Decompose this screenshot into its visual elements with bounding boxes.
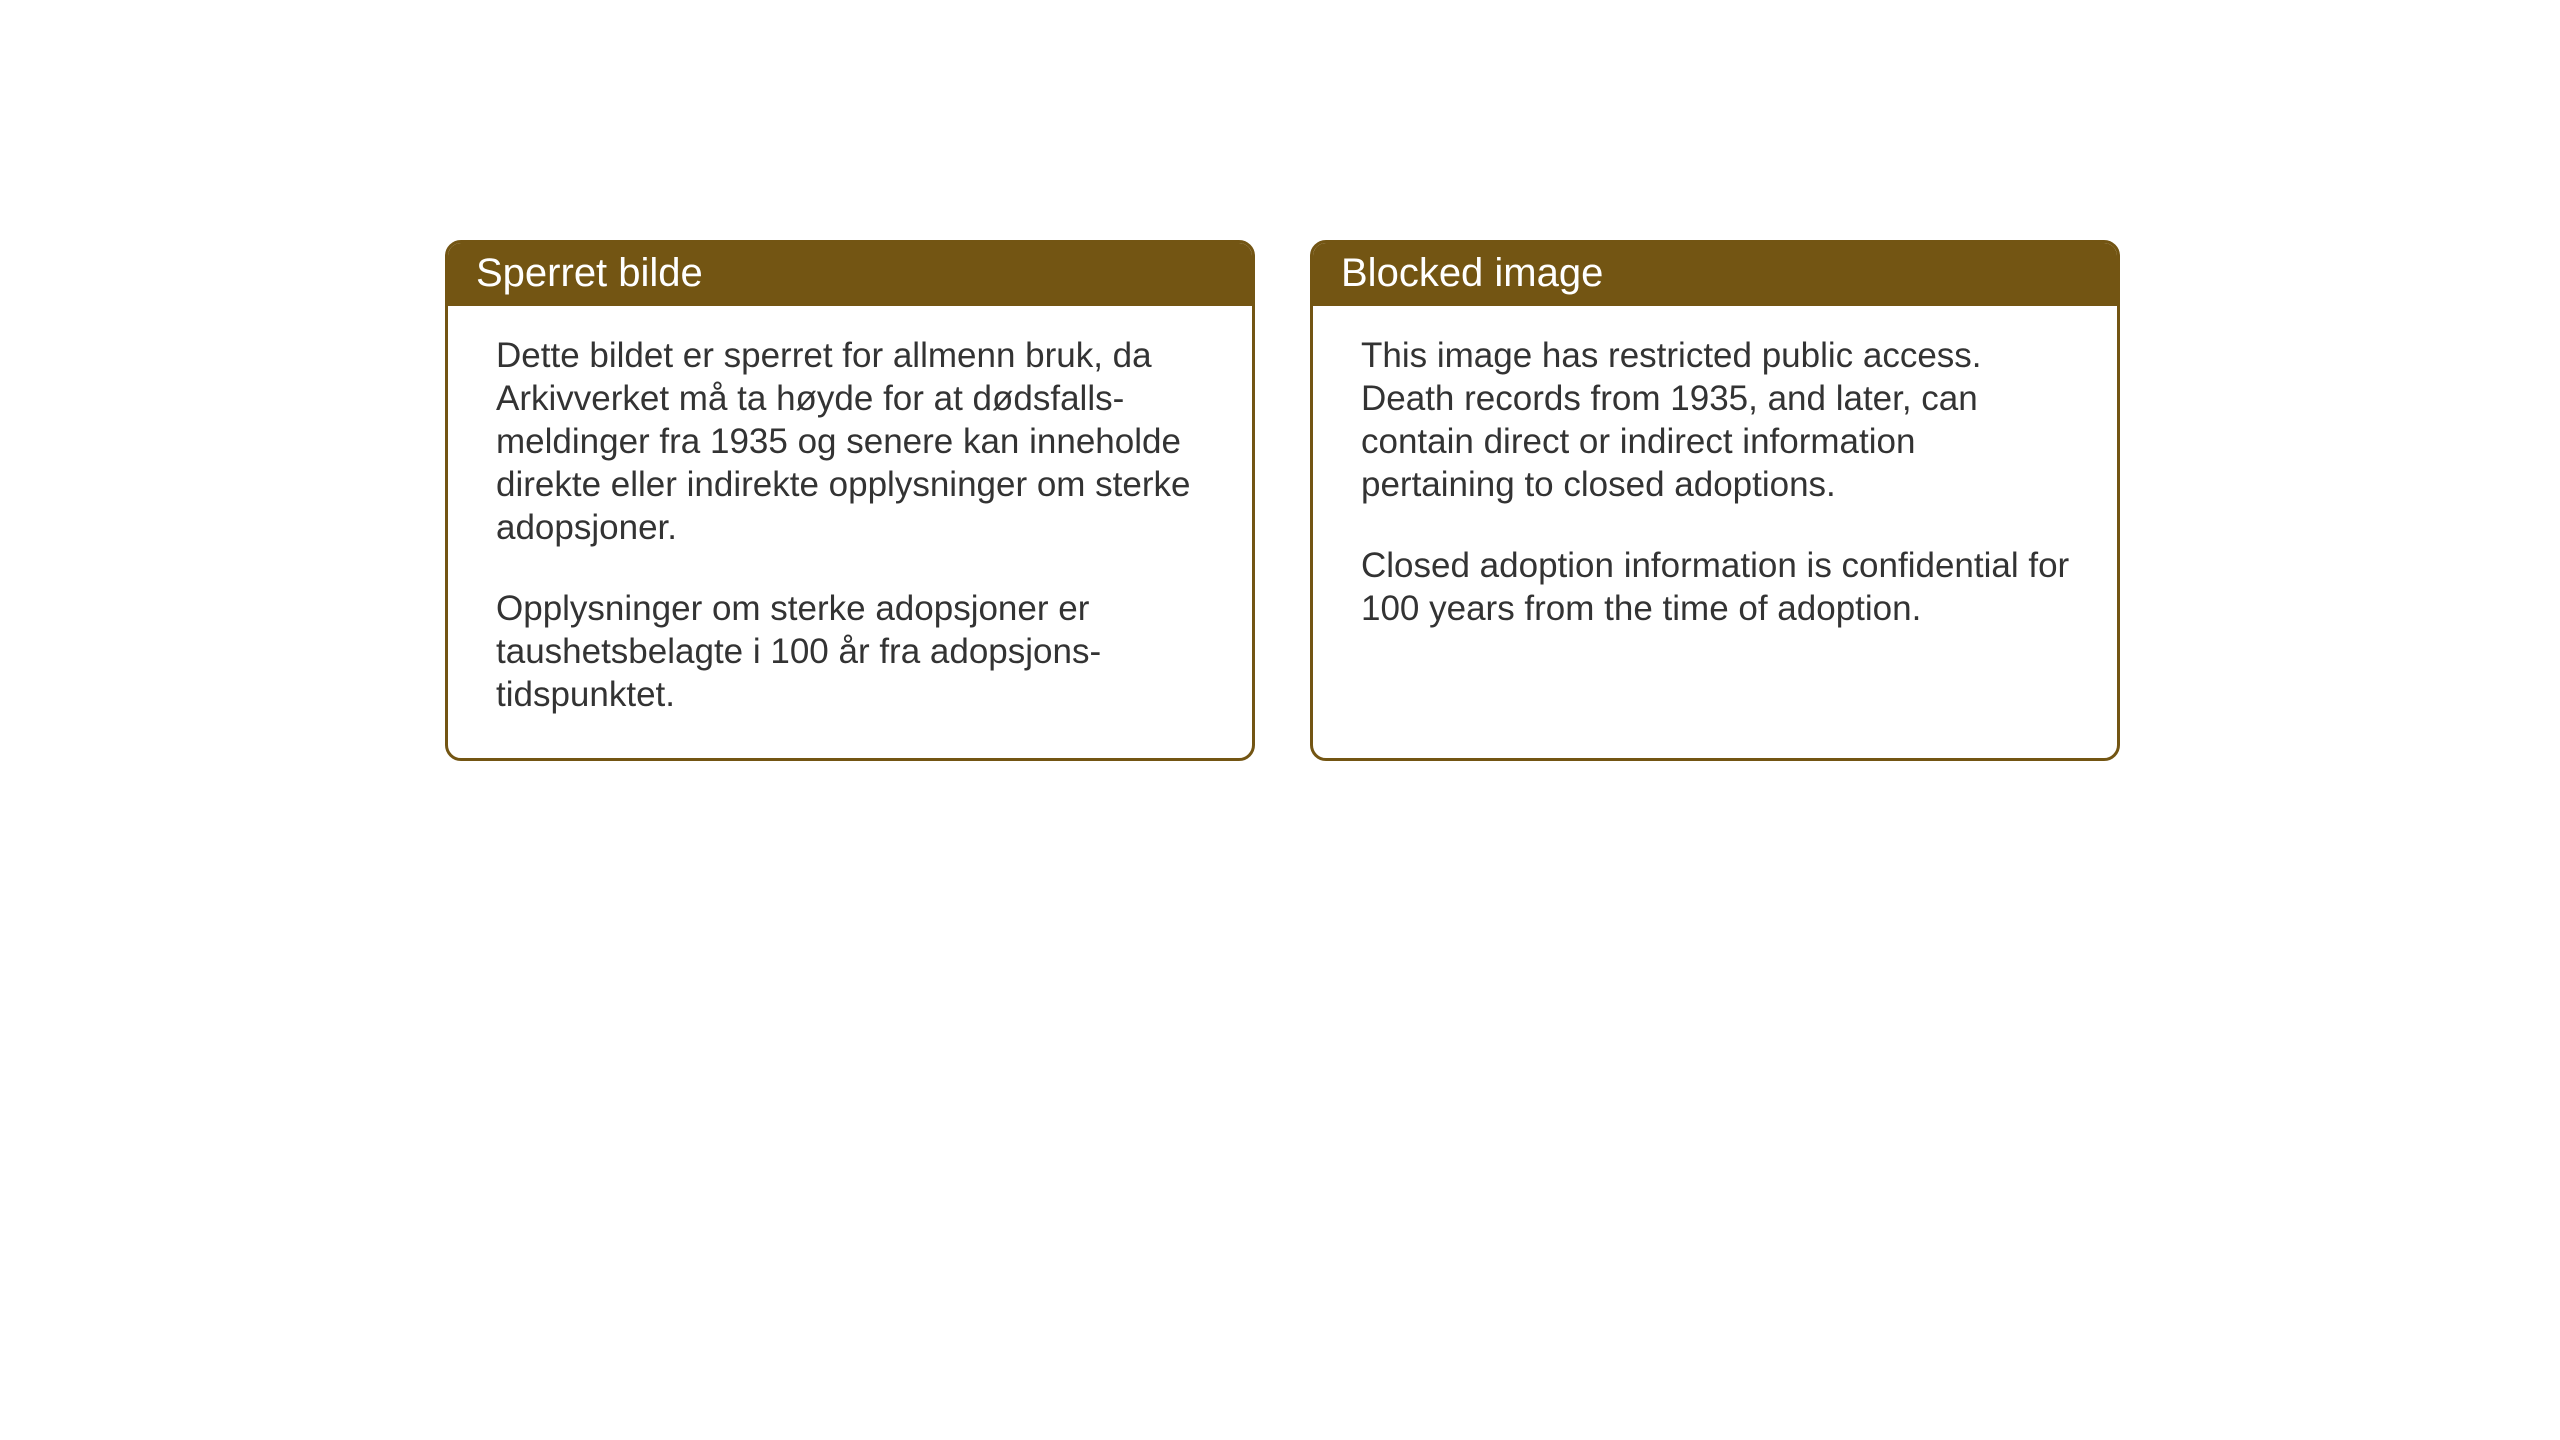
notice-header-english: Blocked image xyxy=(1313,243,2117,306)
notice-header-norwegian: Sperret bilde xyxy=(448,243,1252,306)
notice-body-english: This image has restricted public access.… xyxy=(1313,306,2117,672)
notice-container: Sperret bilde Dette bildet er sperret fo… xyxy=(445,240,2120,761)
notice-body-norwegian: Dette bildet er sperret for allmenn bruk… xyxy=(448,306,1252,758)
notice-title-norwegian: Sperret bilde xyxy=(476,251,703,295)
notice-paragraph-2-english: Closed adoption information is confident… xyxy=(1361,544,2075,630)
notice-paragraph-1-norwegian: Dette bildet er sperret for allmenn bruk… xyxy=(496,334,1210,549)
notice-card-english: Blocked image This image has restricted … xyxy=(1310,240,2120,761)
notice-title-english: Blocked image xyxy=(1341,251,1603,295)
notice-card-norwegian: Sperret bilde Dette bildet er sperret fo… xyxy=(445,240,1255,761)
notice-paragraph-1-english: This image has restricted public access.… xyxy=(1361,334,2075,506)
notice-paragraph-2-norwegian: Opplysninger om sterke adopsjoner er tau… xyxy=(496,587,1210,716)
